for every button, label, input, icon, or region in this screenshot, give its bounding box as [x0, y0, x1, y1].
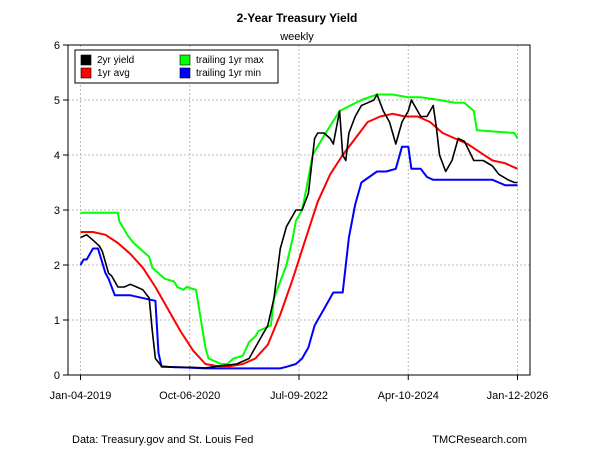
line-trailing-min: [79, 145, 518, 370]
legend-label-trailing-min: trailing 1yr min: [196, 68, 261, 79]
x-tick-label: Jan-12-2026: [487, 390, 549, 402]
y-tick-label: 3: [54, 205, 60, 217]
legend-label-trailing-max: trailing 1yr max: [196, 55, 264, 66]
legend-swatch-1yr-avg: [80, 67, 92, 79]
y-tick-label: 6: [54, 40, 60, 52]
y-tick-label: 4: [54, 150, 60, 162]
legend-label-2yr-yield: 2yr yield: [97, 55, 134, 66]
line-1yr-avg: [80, 112, 518, 368]
x-tick-label: Oct-06-2020: [159, 390, 220, 402]
legend-box: [74, 49, 279, 84]
x-tick-label: Apr-10-2024: [378, 390, 439, 402]
legend-label-1yr-avg: 1yr avg: [97, 68, 130, 79]
y-tick-label: 0: [54, 370, 60, 382]
legend-swatch-2yr-yield: [80, 54, 92, 66]
legend: 2yr yield 1yr avg trailing 1yr max trail…: [74, 49, 279, 84]
axes: 0 1 2 3 4 5 6 Jan-04-2019 Oct-06-2020 Jul-09-2022…: [50, 40, 549, 402]
y-tick-label: 5: [54, 95, 60, 107]
legend-swatch-trailing-min: [179, 67, 191, 79]
footer-source: Data: Treasury.gov and St. Louis Fed: [72, 434, 253, 446]
chart-title: 2-Year Treasury Yield: [237, 11, 358, 25]
y-tick-label: 1: [54, 315, 60, 327]
y-tick-label: 2: [54, 260, 60, 272]
x-tick-label: Jul-09-2022: [270, 390, 328, 402]
series-layer: [79, 93, 519, 370]
x-tick-label: Jan-04-2019: [50, 390, 112, 402]
line-2yr-yield: [80, 93, 518, 369]
line-trailing-max: [80, 93, 519, 365]
footer-credit: TMCResearch.com: [432, 434, 527, 446]
chart-subtitle: weekly: [279, 31, 314, 43]
legend-swatch-trailing-max: [179, 54, 191, 66]
